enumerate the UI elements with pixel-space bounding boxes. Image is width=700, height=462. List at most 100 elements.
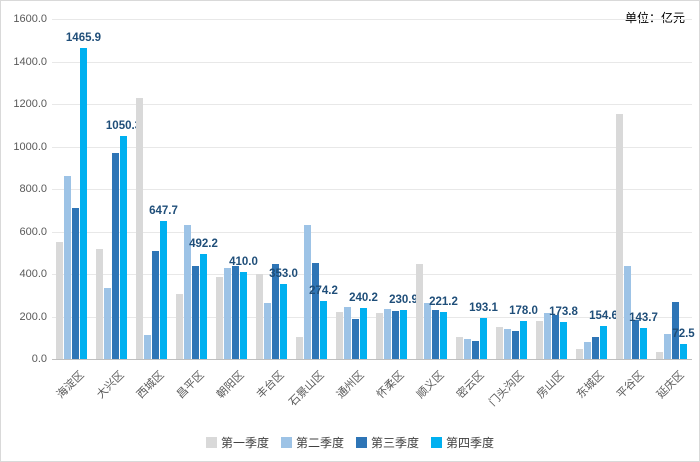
bar-第一季度 <box>336 312 343 359</box>
data-label: 173.8 <box>549 306 578 319</box>
legend-item: 第四季度 <box>431 434 494 451</box>
bar-group: 274.2 <box>292 19 338 359</box>
bar-group: 178.0 <box>492 19 538 359</box>
data-label: 221.2 <box>429 296 458 308</box>
bar-第二季度 <box>584 342 591 359</box>
x-axis-label: 昌平区 <box>174 369 207 401</box>
data-label: 410.0 <box>229 255 258 268</box>
bar-第三季度 <box>232 265 239 359</box>
bar-第三季度 <box>592 336 599 359</box>
bar-第二季度 <box>224 267 231 359</box>
x-axis-label: 顺义区 <box>414 369 447 401</box>
bar-group: 353.0 <box>252 19 298 359</box>
data-label: 72.5 <box>672 327 695 340</box>
data-label: 193.1 <box>469 301 498 314</box>
bar-group: 410.0 <box>212 19 258 359</box>
bar-group: 1465.9 <box>52 19 101 359</box>
bar-第一季度 <box>56 242 63 359</box>
x-axis-label: 密云区 <box>454 369 487 401</box>
bar-第四季度 <box>560 322 567 359</box>
bar-第一季度 <box>536 320 543 359</box>
bar-第二季度 <box>64 176 71 359</box>
x-axis-label: 平谷区 <box>614 369 647 401</box>
bar-第一季度 <box>496 327 503 359</box>
bar-group: 173.8 <box>532 19 578 359</box>
x-axis-label: 海淀区 <box>54 369 87 401</box>
bar-第一季度 <box>96 248 103 359</box>
y-tick-label: 800.0 <box>19 183 47 195</box>
data-label: 1050.3 <box>105 119 142 132</box>
bar-第一季度 <box>176 294 183 359</box>
x-axis-label: 东城区 <box>574 369 607 401</box>
bar-第二季度 <box>304 225 311 359</box>
data-label: 143.7 <box>629 312 658 325</box>
y-tick-label: 1600.0 <box>13 13 47 25</box>
gridline <box>52 316 692 318</box>
bar-group: 193.1 <box>452 19 498 359</box>
data-label: 353.0 <box>269 268 298 280</box>
bar-第一季度 <box>216 277 223 359</box>
bar-第三季度 <box>152 250 159 359</box>
bar-第三季度 <box>352 318 359 359</box>
legend-swatch <box>205 437 217 448</box>
data-label: 240.2 <box>349 291 378 304</box>
bar-group: 221.2 <box>412 19 458 359</box>
bar-第一季度 <box>296 336 303 359</box>
y-tick-label: 1000.0 <box>13 140 47 153</box>
bar-第一季度 <box>656 351 663 359</box>
bar-第二季度 <box>424 302 431 359</box>
x-axis-label: 房山区 <box>534 369 567 401</box>
bar-第四季度 <box>640 328 647 359</box>
x-axis-label: 延庆区 <box>654 369 687 401</box>
legend-item: 第一季度 <box>205 434 269 451</box>
legend-swatch <box>431 437 443 448</box>
bar-第一季度 <box>576 349 583 359</box>
bar-group: 230.9 <box>372 19 418 359</box>
bar-第四季度 <box>680 343 687 359</box>
y-tick-label: 600.0 <box>19 225 47 238</box>
y-tick-label: 1200.0 <box>13 98 47 110</box>
bar-第二季度 <box>384 309 391 359</box>
x-axis-label: 门头沟区 <box>487 369 527 409</box>
bar-第一季度 <box>256 274 263 359</box>
bar-第三季度 <box>512 331 519 359</box>
bar-第四季度 <box>280 284 287 359</box>
bar-第四季度 <box>480 317 487 359</box>
bar-第三季度 <box>272 264 279 359</box>
bar-第三季度 <box>392 311 399 359</box>
bar-第三季度 <box>312 263 319 359</box>
bar-第三季度 <box>72 208 79 359</box>
bar-第一季度 <box>376 313 383 359</box>
data-label: 154.6 <box>589 310 618 323</box>
data-label: 492.2 <box>189 238 218 251</box>
unit-label: 单位：亿元 <box>624 11 685 25</box>
gridline <box>52 189 692 190</box>
bar-第三季度 <box>472 340 479 359</box>
bar-group: 72.5 <box>652 19 695 359</box>
data-label: 647.7 <box>149 205 178 218</box>
y-tick-label: 200.0 <box>19 310 47 323</box>
bar-第二季度 <box>344 306 351 359</box>
data-label: 1465.9 <box>65 31 102 44</box>
bar-第四季度 <box>240 271 247 359</box>
bar-第二季度 <box>504 329 511 359</box>
bar-第二季度 <box>104 287 111 359</box>
bar-第二季度 <box>664 333 671 359</box>
bar-第三季度 <box>552 315 559 359</box>
bar-第四季度 <box>120 135 127 359</box>
data-label: 274.2 <box>309 284 338 297</box>
data-label: 230.9 <box>389 293 418 306</box>
gridline <box>52 231 692 233</box>
gridline <box>52 19 692 20</box>
x-axis-line <box>52 359 692 360</box>
bar-第一季度 <box>456 336 463 359</box>
legend-item: 第三季度 <box>356 434 419 451</box>
bar-group: 154.6 <box>572 19 618 359</box>
y-tick-label: 400.0 <box>19 268 47 280</box>
x-axis-label: 通州区 <box>334 369 367 401</box>
bar-第四季度 <box>160 221 167 359</box>
bar-group: 1050.3 <box>92 19 141 359</box>
bar-group: 143.7 <box>612 19 658 359</box>
bar-第二季度 <box>544 313 551 359</box>
bar-第四季度 <box>80 47 87 359</box>
